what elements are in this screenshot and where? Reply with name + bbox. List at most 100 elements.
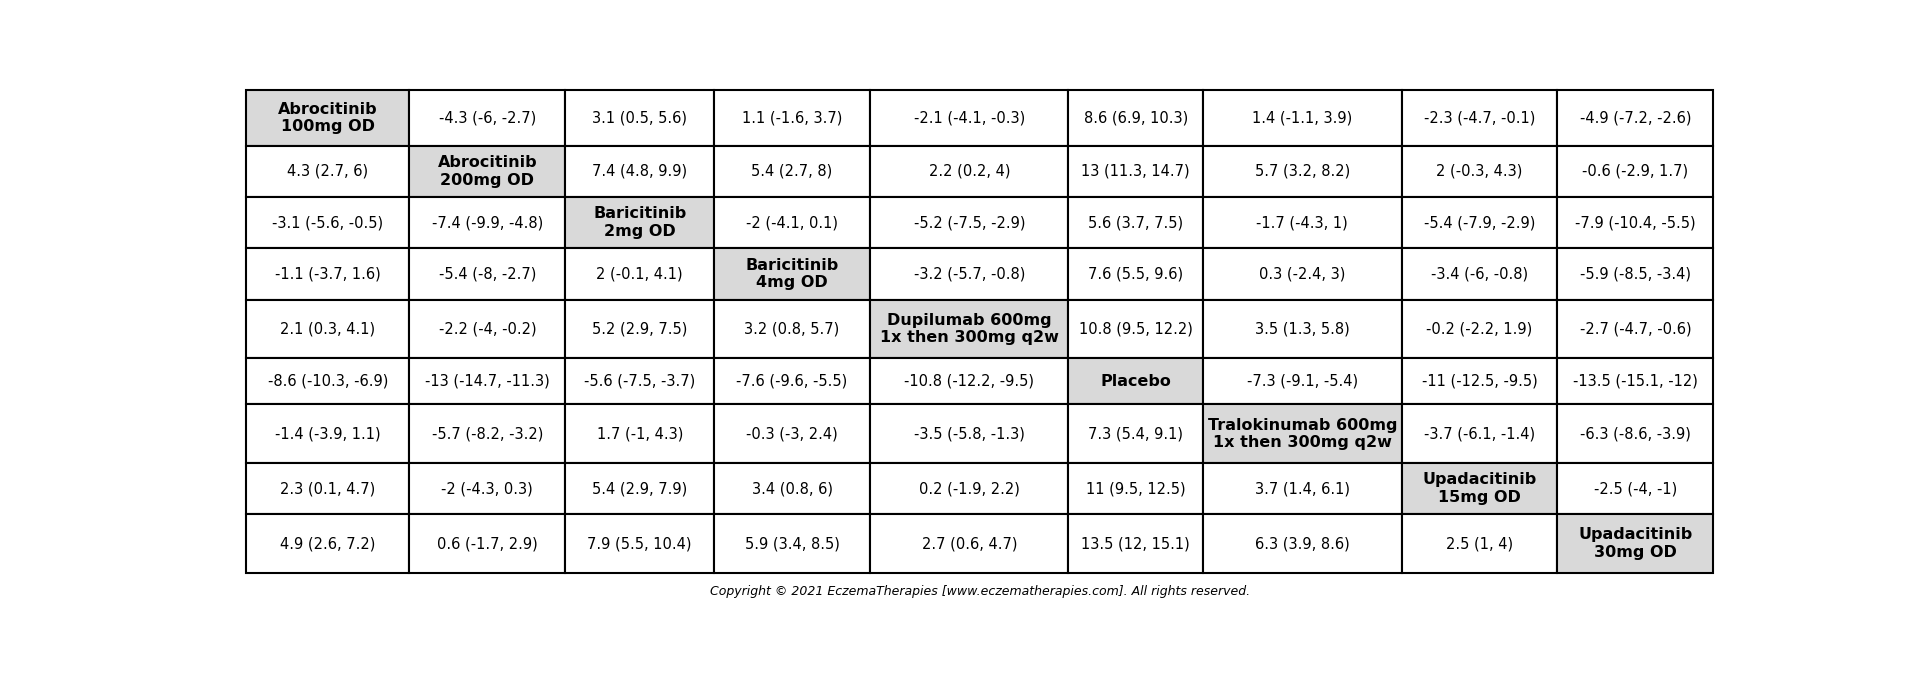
- Bar: [1558, 248, 1713, 299]
- Bar: [1401, 248, 1558, 299]
- Bar: [1401, 146, 1558, 197]
- Bar: [566, 90, 715, 146]
- Text: Abrocitinib
200mg OD: Abrocitinib 200mg OD: [438, 155, 537, 188]
- Text: -5.4 (-7.9, -2.9): -5.4 (-7.9, -2.9): [1424, 216, 1535, 231]
- Bar: [1203, 248, 1401, 299]
- Text: -4.9 (-7.2, -2.6): -4.9 (-7.2, -2.6): [1579, 110, 1692, 125]
- Text: -3.5 (-5.8, -1.3): -3.5 (-5.8, -1.3): [914, 426, 1025, 441]
- Bar: [409, 90, 566, 146]
- Bar: [715, 299, 870, 358]
- Text: Placebo: Placebo: [1101, 374, 1172, 389]
- Bar: [247, 358, 409, 404]
- Bar: [715, 197, 870, 248]
- Text: -3.4 (-6, -0.8): -3.4 (-6, -0.8): [1430, 267, 1528, 282]
- Text: -5.9 (-8.5, -3.4): -5.9 (-8.5, -3.4): [1579, 267, 1690, 282]
- Bar: [870, 514, 1069, 573]
- Text: -2.7 (-4.7, -0.6): -2.7 (-4.7, -0.6): [1579, 321, 1692, 336]
- Text: Abrocitinib
100mg OD: Abrocitinib 100mg OD: [277, 102, 379, 134]
- Text: 2.1 (0.3, 4.1): 2.1 (0.3, 4.1): [281, 321, 375, 336]
- Bar: [1401, 90, 1558, 146]
- Bar: [1203, 197, 1401, 248]
- Text: 4.9 (2.6, 7.2): 4.9 (2.6, 7.2): [281, 536, 375, 551]
- Bar: [1558, 463, 1713, 514]
- Text: -2 (-4.1, 0.1): -2 (-4.1, 0.1): [746, 216, 837, 231]
- Bar: [715, 514, 870, 573]
- Bar: [870, 90, 1069, 146]
- Text: 11 (9.5, 12.5): 11 (9.5, 12.5): [1086, 481, 1185, 496]
- Text: 8.6 (6.9, 10.3): 8.6 (6.9, 10.3): [1084, 110, 1187, 125]
- Text: -7.6 (-9.6, -5.5): -7.6 (-9.6, -5.5): [736, 374, 847, 389]
- Text: -3.7 (-6.1, -1.4): -3.7 (-6.1, -1.4): [1424, 426, 1535, 441]
- Bar: [1203, 404, 1401, 463]
- Text: -2.1 (-4.1, -0.3): -2.1 (-4.1, -0.3): [914, 110, 1025, 125]
- Bar: [715, 358, 870, 404]
- Text: 1.7 (-1, 4.3): 1.7 (-1, 4.3): [597, 426, 683, 441]
- Text: -13 (-14.7, -11.3): -13 (-14.7, -11.3): [424, 374, 551, 389]
- Text: -8.6 (-10.3, -6.9): -8.6 (-10.3, -6.9): [268, 374, 388, 389]
- Bar: [870, 197, 1069, 248]
- Text: 5.2 (2.9, 7.5): 5.2 (2.9, 7.5): [593, 321, 688, 336]
- Text: -0.2 (-2.2, 1.9): -0.2 (-2.2, 1.9): [1426, 321, 1533, 336]
- Bar: [566, 358, 715, 404]
- Text: 3.1 (0.5, 5.6): 3.1 (0.5, 5.6): [593, 110, 686, 125]
- Text: 13 (11.3, 14.7): 13 (11.3, 14.7): [1082, 164, 1189, 179]
- Text: 7.9 (5.5, 10.4): 7.9 (5.5, 10.4): [587, 536, 692, 551]
- Bar: [409, 299, 566, 358]
- Text: -0.3 (-3, 2.4): -0.3 (-3, 2.4): [746, 426, 837, 441]
- Text: -1.7 (-4.3, 1): -1.7 (-4.3, 1): [1256, 216, 1348, 231]
- Bar: [1069, 463, 1203, 514]
- Bar: [409, 404, 566, 463]
- Text: 7.6 (5.5, 9.6): 7.6 (5.5, 9.6): [1088, 267, 1184, 282]
- Text: 2.5 (1, 4): 2.5 (1, 4): [1445, 536, 1512, 551]
- Text: -7.4 (-9.9, -4.8): -7.4 (-9.9, -4.8): [432, 216, 543, 231]
- Text: -2.2 (-4, -0.2): -2.2 (-4, -0.2): [438, 321, 535, 336]
- Bar: [247, 146, 409, 197]
- Text: -5.4 (-8, -2.7): -5.4 (-8, -2.7): [438, 267, 535, 282]
- Bar: [1069, 146, 1203, 197]
- Bar: [1558, 514, 1713, 573]
- Bar: [247, 90, 409, 146]
- Bar: [870, 404, 1069, 463]
- Text: -1.4 (-3.9, 1.1): -1.4 (-3.9, 1.1): [275, 426, 380, 441]
- Bar: [1203, 358, 1401, 404]
- Bar: [409, 358, 566, 404]
- Bar: [566, 463, 715, 514]
- Bar: [1558, 404, 1713, 463]
- Bar: [715, 90, 870, 146]
- Text: -2 (-4.3, 0.3): -2 (-4.3, 0.3): [442, 481, 533, 496]
- Text: Copyright © 2021 EczemaTherapies [www.eczematherapies.com]. All rights reserved.: Copyright © 2021 EczemaTherapies [www.ec…: [709, 585, 1250, 598]
- Text: -11 (-12.5, -9.5): -11 (-12.5, -9.5): [1423, 374, 1537, 389]
- Text: 5.7 (3.2, 8.2): 5.7 (3.2, 8.2): [1254, 164, 1350, 179]
- Text: -4.3 (-6, -2.7): -4.3 (-6, -2.7): [438, 110, 535, 125]
- Text: -13.5 (-15.1, -12): -13.5 (-15.1, -12): [1574, 374, 1698, 389]
- Text: 1.4 (-1.1, 3.9): 1.4 (-1.1, 3.9): [1252, 110, 1352, 125]
- Text: Tralokinumab 600mg
1x then 300mg q2w: Tralokinumab 600mg 1x then 300mg q2w: [1208, 417, 1398, 450]
- Bar: [247, 299, 409, 358]
- Bar: [247, 248, 409, 299]
- Bar: [1203, 299, 1401, 358]
- Bar: [1401, 514, 1558, 573]
- Bar: [1069, 90, 1203, 146]
- Bar: [566, 197, 715, 248]
- Text: Upadacitinib
30mg OD: Upadacitinib 30mg OD: [1577, 527, 1692, 560]
- Text: 6.3 (3.9, 8.6): 6.3 (3.9, 8.6): [1254, 536, 1350, 551]
- Text: 0.6 (-1.7, 2.9): 0.6 (-1.7, 2.9): [438, 536, 537, 551]
- Text: -1.1 (-3.7, 1.6): -1.1 (-3.7, 1.6): [275, 267, 380, 282]
- Bar: [566, 514, 715, 573]
- Bar: [247, 463, 409, 514]
- Text: -2.5 (-4, -1): -2.5 (-4, -1): [1595, 481, 1677, 496]
- Text: 0.2 (-1.9, 2.2): 0.2 (-1.9, 2.2): [920, 481, 1019, 496]
- Bar: [1401, 197, 1558, 248]
- Text: 7.4 (4.8, 9.9): 7.4 (4.8, 9.9): [593, 164, 686, 179]
- Text: -7.3 (-9.1, -5.4): -7.3 (-9.1, -5.4): [1247, 374, 1358, 389]
- Bar: [566, 404, 715, 463]
- Bar: [409, 197, 566, 248]
- Bar: [1558, 90, 1713, 146]
- Text: -7.9 (-10.4, -5.5): -7.9 (-10.4, -5.5): [1575, 216, 1696, 231]
- Text: 2.2 (0.2, 4): 2.2 (0.2, 4): [929, 164, 1010, 179]
- Bar: [870, 463, 1069, 514]
- Text: -0.6 (-2.9, 1.7): -0.6 (-2.9, 1.7): [1583, 164, 1688, 179]
- Bar: [566, 248, 715, 299]
- Bar: [409, 463, 566, 514]
- Text: Baricitinib
4mg OD: Baricitinib 4mg OD: [746, 258, 839, 290]
